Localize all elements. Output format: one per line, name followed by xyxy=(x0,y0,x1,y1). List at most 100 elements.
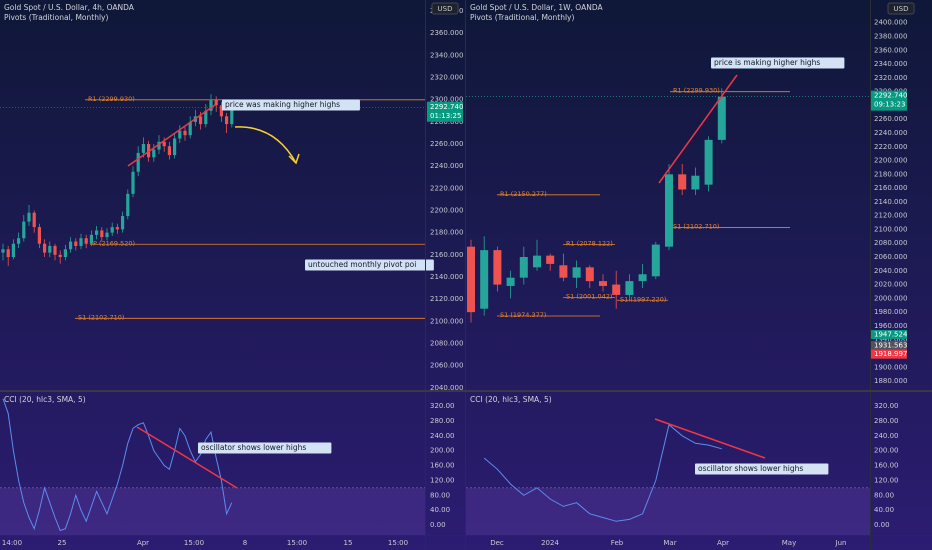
y-tick-label: 320.00 xyxy=(430,402,455,410)
candle-body xyxy=(89,234,93,244)
y-tick-label: 2080.000 xyxy=(874,239,907,247)
candle-body xyxy=(11,243,15,258)
candle-body xyxy=(167,146,171,156)
y-tick-label: 2100.000 xyxy=(874,225,907,233)
candle-body xyxy=(95,230,99,235)
annotation-text: price is making higher highs xyxy=(714,58,820,67)
pivot-label: S1 (1974.377) xyxy=(500,311,546,319)
time-label: 14:00 xyxy=(2,539,22,547)
indicator-title: CCI (20, hlc3, SMA, 5) xyxy=(470,395,552,404)
price-label: 2292.740 xyxy=(874,92,907,100)
currency-button[interactable] xyxy=(431,2,459,15)
candle-body xyxy=(69,241,73,250)
candle-body xyxy=(17,238,21,244)
y-tick-label: 2280.000 xyxy=(430,118,463,126)
candle-body xyxy=(110,227,114,233)
annotation-box xyxy=(198,442,332,454)
price-marker-label: 1918.997 xyxy=(874,350,907,358)
chart-subtitle: Pivots (Traditional, Monthly) xyxy=(4,13,108,22)
annotation-text: price was making higher highs xyxy=(225,100,340,109)
time-label: 15:00 xyxy=(287,539,307,547)
y-tick-label: 160.00 xyxy=(430,462,455,470)
y-tick-label: 0.00 xyxy=(874,521,890,529)
y-tick-label: 1880.000 xyxy=(874,377,907,385)
y-tick-label: 2060.000 xyxy=(430,362,463,370)
time-label: Apr xyxy=(717,539,729,547)
y-tick-label: 320.00 xyxy=(874,402,899,410)
trend-line xyxy=(654,418,766,459)
annotation-box xyxy=(711,57,845,69)
candle-body xyxy=(204,110,208,125)
candle-body xyxy=(717,96,726,140)
indicator-title: CCI (20, hlc3, SMA, 5) xyxy=(4,395,86,404)
y-tick-label: 2380.000 xyxy=(874,33,907,41)
time-label: 15:00 xyxy=(184,539,204,547)
y-tick-label: 2400.000 xyxy=(874,19,907,27)
candle-body xyxy=(63,249,67,258)
y-tick-label: 2200.000 xyxy=(430,207,463,215)
pane: R1 (2150.277) R1 (2078.122) S1 (1974.377) S… xyxy=(466,87,870,323)
y-tick-label: 2340.000 xyxy=(430,51,463,59)
candle-body xyxy=(225,116,229,125)
pivot-label: S1 (2102.710) xyxy=(673,223,719,231)
candle-body xyxy=(74,241,78,246)
y-tick-label: 1940.000 xyxy=(874,336,907,344)
y-tick-label: 2160.000 xyxy=(430,251,463,259)
candle-body xyxy=(43,243,47,253)
time-label: Jun xyxy=(835,539,847,547)
annotation-text: oscillator shows lower highs xyxy=(201,443,306,452)
candle-body xyxy=(219,105,223,117)
price-marker xyxy=(871,349,907,359)
time-label: Apr xyxy=(137,539,149,547)
candle-body xyxy=(691,175,700,190)
y-tick-label: 0.00 xyxy=(430,521,446,529)
pivot-label: R1 (2078.122) xyxy=(566,240,613,248)
y-tick-label: 80.00 xyxy=(430,491,450,499)
candle-body xyxy=(58,254,62,258)
candle-body xyxy=(546,255,555,264)
candle-body xyxy=(53,245,57,255)
cci-band xyxy=(466,487,870,535)
y-tick-label: 2060.000 xyxy=(874,253,907,261)
time-label: Dec xyxy=(490,539,504,547)
annotation-box xyxy=(222,99,360,111)
candle-body xyxy=(126,193,130,217)
candle-body xyxy=(173,138,177,156)
pivot-label: R1 (2150.277) xyxy=(500,190,547,198)
price-marker-label: 1947.524 xyxy=(874,331,908,339)
time-label: 25 xyxy=(58,539,67,547)
price-badge xyxy=(871,90,907,111)
y-tick-label: 240.00 xyxy=(874,432,899,440)
candle-body xyxy=(678,174,687,190)
candle-body xyxy=(178,130,182,139)
currency-label[interactable]: USD xyxy=(894,5,909,13)
y-tick-label: 2140.000 xyxy=(430,273,463,281)
candle-body xyxy=(599,281,607,286)
y-tick-label: 40.00 xyxy=(430,506,450,514)
time-label: May xyxy=(782,539,796,547)
y-tick-label: 2340.000 xyxy=(874,60,907,68)
annotation-text: untouched monthly pivot poi xyxy=(308,260,416,269)
countdown: 01:13:25 xyxy=(430,112,461,120)
candle-body xyxy=(22,221,26,239)
currency-label[interactable]: USD xyxy=(438,5,453,13)
trend-line xyxy=(658,74,738,184)
candle-body xyxy=(152,149,156,158)
time-label: 15 xyxy=(344,539,353,547)
candle-body xyxy=(121,216,125,230)
y-tick-label: 2100.000 xyxy=(430,317,463,325)
candle-body xyxy=(79,238,83,246)
y-tick-label: 1900.000 xyxy=(874,363,907,371)
currency-button[interactable] xyxy=(887,2,915,15)
candle-body xyxy=(6,249,10,258)
y-tick-label: 2240.000 xyxy=(874,129,907,137)
y-tick-label: 2120.000 xyxy=(874,212,907,220)
pivot-label: S1 (2102.710) xyxy=(78,313,124,321)
price-marker xyxy=(871,330,907,340)
candle-body xyxy=(100,230,104,238)
time-label: 8 xyxy=(243,539,247,547)
annotation-box xyxy=(305,259,434,271)
y-tick-label: 1980.000 xyxy=(874,308,907,316)
pane: R1 (2299.930) P (2169.520) S1 (2102.710) xyxy=(0,94,425,321)
